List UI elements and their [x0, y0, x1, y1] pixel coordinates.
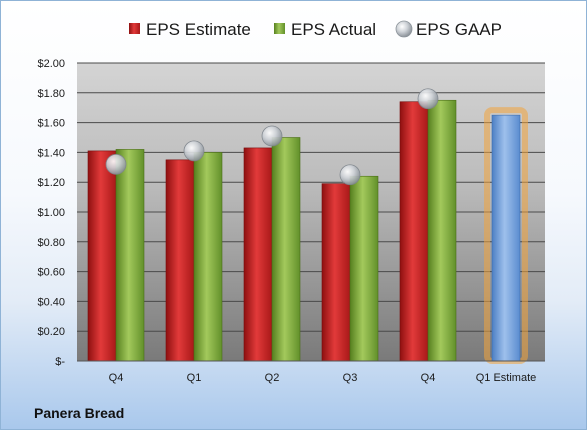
- y-tick-label: $0.60: [37, 267, 65, 279]
- legend-label-estimate: EPS Estimate: [146, 20, 251, 39]
- y-tick-label: $0.40: [37, 296, 65, 308]
- x-tick-label: Q4: [421, 372, 436, 384]
- y-tick-label: $1.20: [37, 177, 65, 189]
- bars: [87, 99, 528, 365]
- bar-eps-estimate: [243, 147, 273, 362]
- y-axis-ticks: $- $0.20 $0.40 $0.60 $0.80 $1.00 $1.20 $1.40 $1.…: [37, 58, 65, 368]
- bar-eps-actual: [427, 99, 457, 362]
- bar-eps-estimate: [87, 150, 117, 362]
- marker-eps-gaap: [183, 140, 205, 162]
- legend-label-actual: EPS Actual: [291, 20, 376, 39]
- y-tick-label: $1.00: [37, 207, 65, 219]
- legend-item-estimate: EPS Estimate: [129, 20, 251, 39]
- y-tick-label: $1.40: [37, 147, 65, 159]
- bar-eps-actual: [193, 152, 223, 362]
- bar-eps-actual: [271, 137, 301, 362]
- bar-eps-actual: [115, 149, 145, 362]
- legend-swatch-estimate: [129, 23, 140, 34]
- grid-lines: [77, 62, 545, 362]
- x-tick-label: Q3: [343, 372, 358, 384]
- bar-eps-estimate: [399, 101, 429, 362]
- y-tick-label: $-: [55, 356, 65, 368]
- y-tick-label: $2.00: [37, 58, 65, 70]
- y-tick-label: $1.80: [37, 88, 65, 100]
- legend-swatch-gaap: [395, 20, 413, 38]
- y-tick-label: $0.80: [37, 237, 65, 249]
- marker-eps-gaap: [339, 164, 361, 186]
- marker-eps-gaap: [417, 88, 439, 110]
- gaap-markers: [105, 88, 439, 186]
- company-label: Panera Bread: [34, 405, 124, 421]
- marker-eps-gaap: [105, 153, 127, 175]
- y-tick-label: $1.60: [37, 118, 65, 130]
- x-tick-label: Q1: [187, 372, 202, 384]
- x-tick-label: Q1 Estimate: [476, 372, 537, 384]
- bar-eps-estimate: [165, 159, 195, 362]
- bar-eps-estimate: [321, 183, 351, 362]
- legend-swatch-actual: [274, 23, 285, 34]
- x-tick-label: Q4: [109, 372, 124, 384]
- marker-eps-gaap: [261, 125, 283, 147]
- bar-q1-estimate-forecast: [491, 114, 521, 362]
- legend-item-gaap: EPS GAAP: [395, 20, 502, 39]
- legend-label-gaap: EPS GAAP: [416, 20, 502, 39]
- x-axis-ticks: Q4 Q1 Q2 Q3 Q4 Q1 Estimate: [109, 372, 537, 384]
- legend: EPS Estimate EPS Actual EPS GAAP: [129, 20, 502, 39]
- bar-eps-actual: [349, 175, 379, 362]
- legend-item-actual: EPS Actual: [274, 20, 376, 39]
- x-tick-label: Q2: [265, 372, 280, 384]
- y-tick-label: $0.20: [37, 326, 65, 338]
